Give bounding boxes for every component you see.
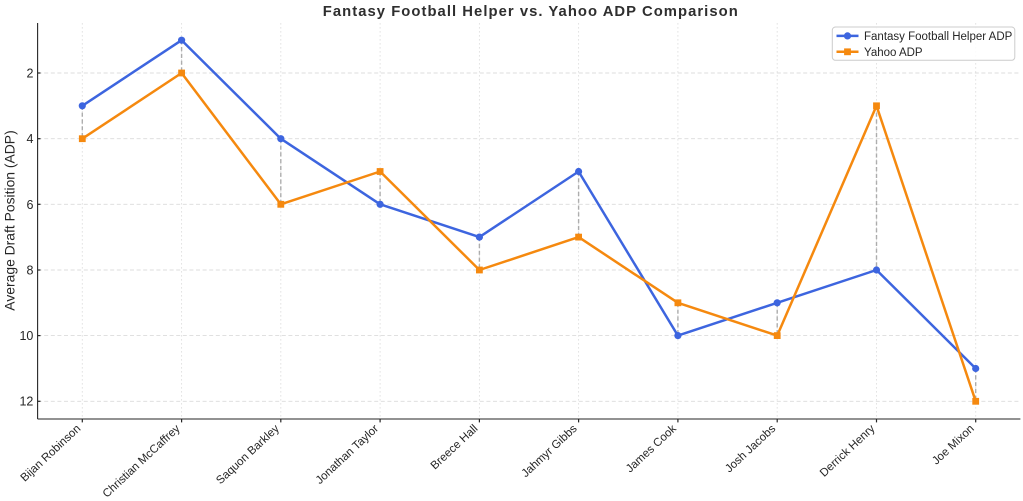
svg-text:4: 4 bbox=[26, 132, 33, 146]
svg-text:Yahoo ADP: Yahoo ADP bbox=[864, 47, 923, 59]
svg-text:2: 2 bbox=[26, 67, 33, 81]
svg-text:Fantasy Football Helper vs. Ya: Fantasy Football Helper vs. Yahoo ADP Co… bbox=[323, 4, 739, 20]
svg-text:12: 12 bbox=[19, 395, 33, 409]
svg-text:Average Draft Position (ADP): Average Draft Position (ADP) bbox=[2, 130, 18, 310]
svg-text:10: 10 bbox=[19, 329, 33, 343]
svg-text:8: 8 bbox=[26, 263, 33, 277]
svg-text:Fantasy Football Helper ADP: Fantasy Football Helper ADP bbox=[864, 31, 1013, 43]
svg-text:6: 6 bbox=[26, 198, 33, 212]
